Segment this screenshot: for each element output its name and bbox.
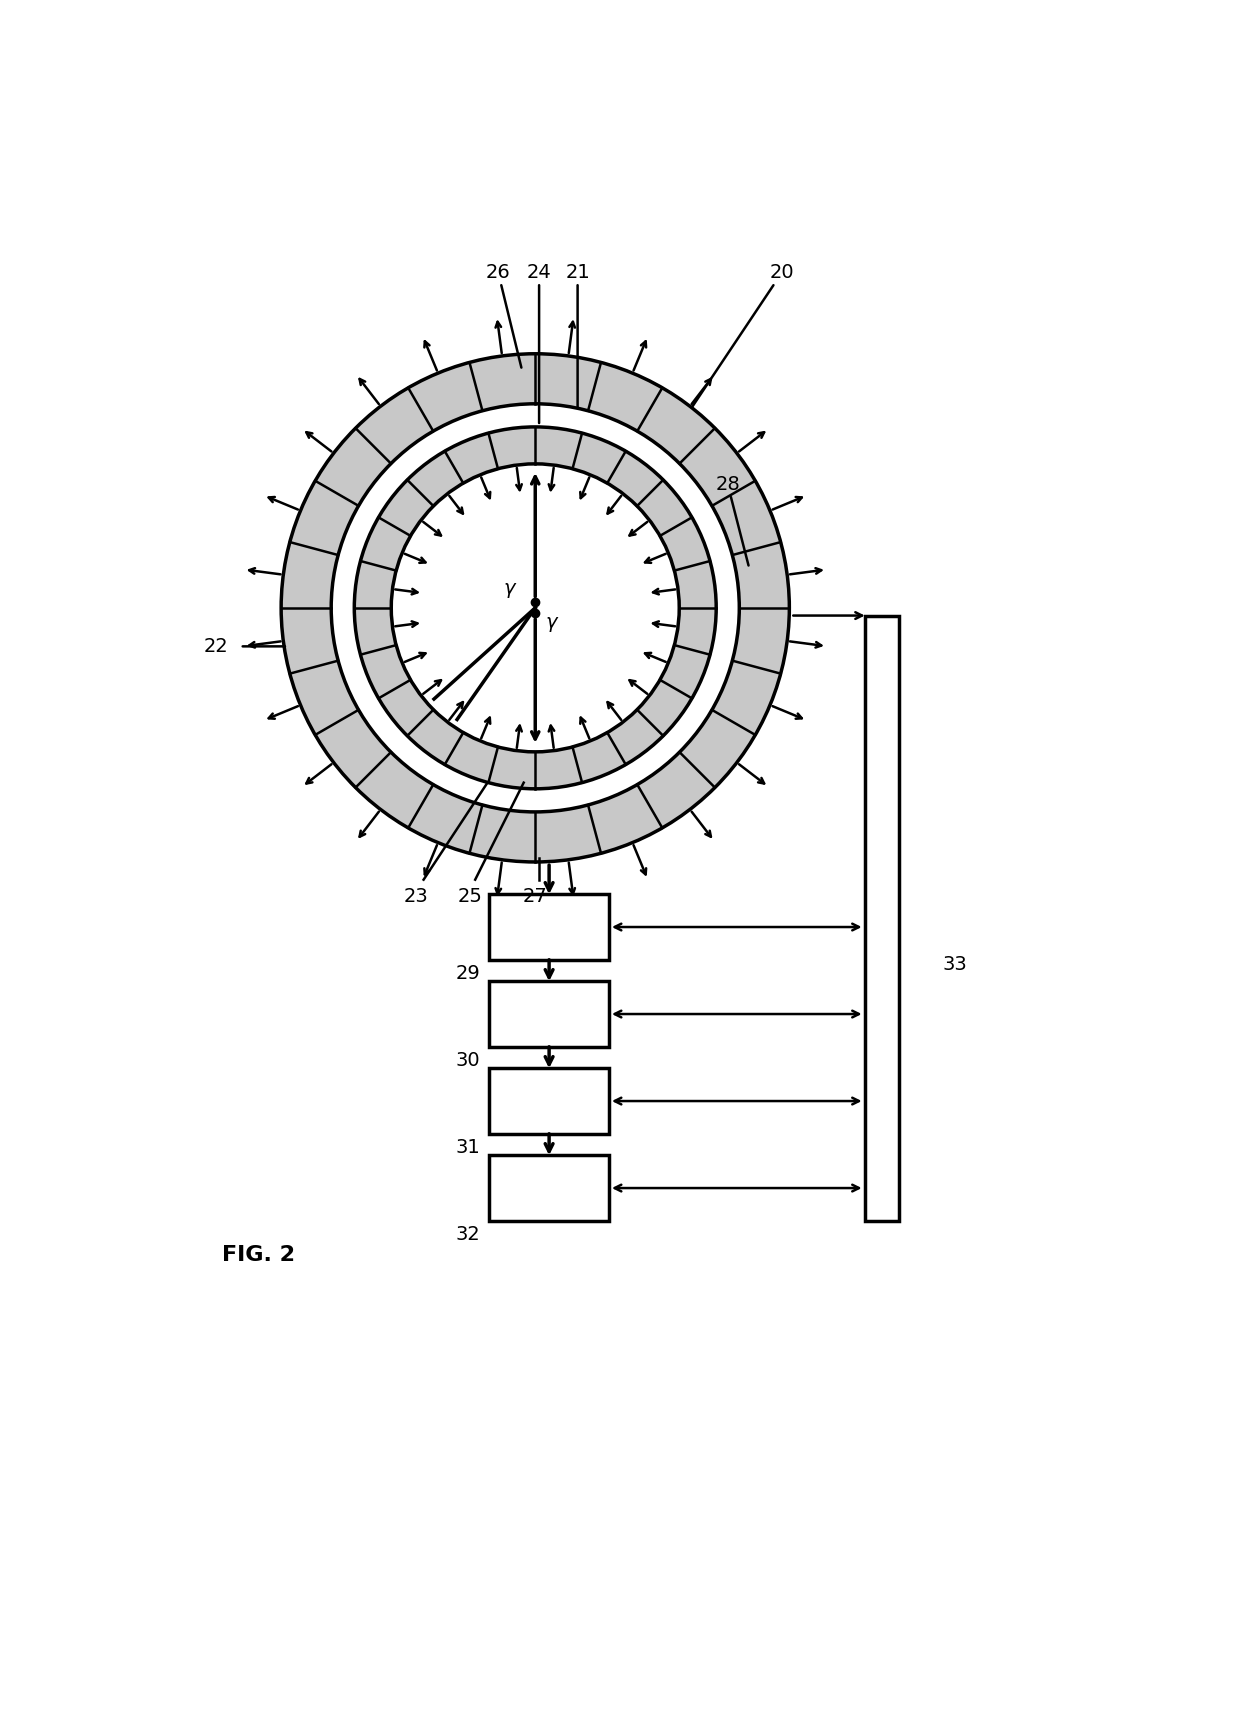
Text: 30: 30	[455, 1052, 480, 1071]
Text: 32: 32	[455, 1225, 480, 1244]
Text: FIG. 2: FIG. 2	[222, 1245, 295, 1266]
Bar	[490, 982, 609, 1047]
Text: 29: 29	[455, 964, 480, 983]
Text: 22: 22	[203, 637, 228, 656]
Bar	[490, 1069, 609, 1134]
Text: 23: 23	[403, 887, 428, 906]
Text: 28: 28	[715, 475, 749, 565]
Text: 27: 27	[523, 887, 548, 906]
Text: $\gamma$: $\gamma$	[503, 581, 518, 601]
Text: $\gamma$: $\gamma$	[546, 615, 559, 634]
Circle shape	[392, 464, 680, 752]
Bar	[490, 894, 609, 959]
Text: 26: 26	[486, 264, 521, 368]
Bar	[490, 1155, 609, 1221]
Text: 21: 21	[565, 264, 590, 408]
Text: 33: 33	[942, 954, 967, 975]
Text: 20: 20	[692, 264, 794, 408]
Bar	[864, 615, 899, 1221]
Text: 25: 25	[458, 887, 482, 906]
Text: 24: 24	[527, 264, 552, 423]
Text: 31: 31	[455, 1137, 480, 1156]
